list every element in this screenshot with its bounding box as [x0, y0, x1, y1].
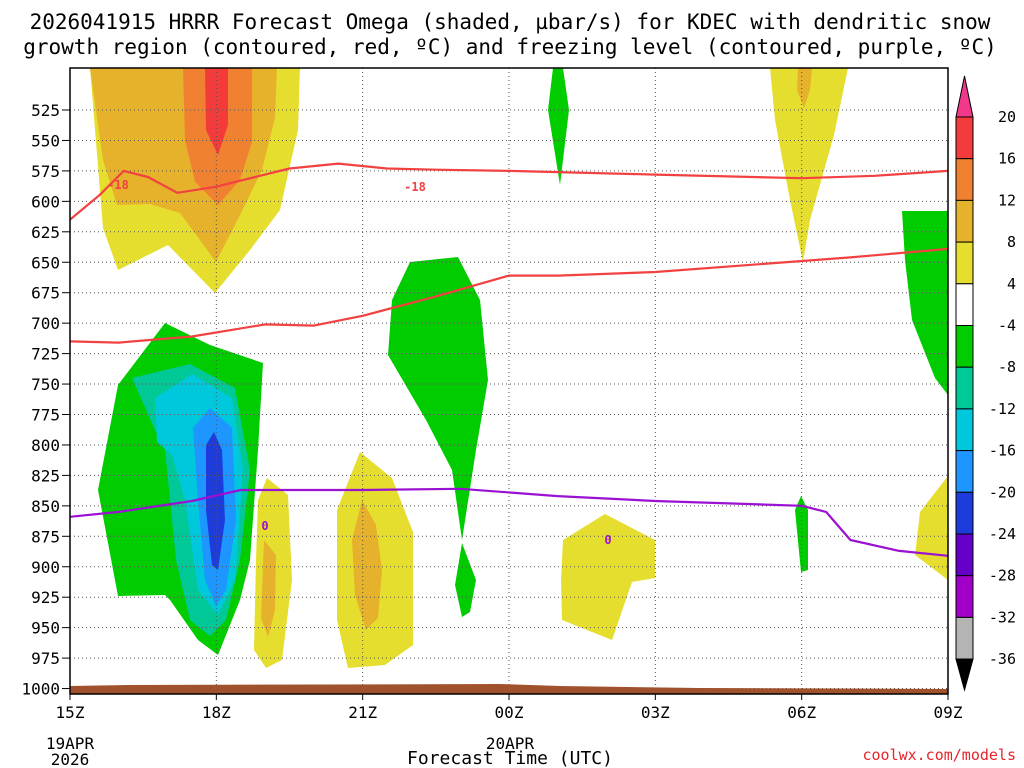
freezing-label-2: 0 [604, 533, 611, 547]
colorbar-swatch [955, 283, 974, 326]
watermark: coolwx.com/models [862, 746, 1016, 764]
colorbar-arrow-bottom [955, 658, 974, 692]
omega-region [206, 432, 225, 570]
y-tick-label: 875 [31, 527, 60, 546]
x-sub-year: 2026 [51, 750, 90, 768]
x-sub-date2: 20APR [486, 734, 535, 753]
colorbar-swatch [955, 408, 974, 452]
y-tick-label: 575 [31, 162, 60, 181]
y-tick-label: 775 [31, 406, 60, 425]
y-tick-label: 625 [31, 223, 60, 242]
colorbar-label: -36 [989, 650, 1016, 668]
omega-region [915, 476, 948, 580]
colorbar: 20 16 12 8 4 -4 -8 -12 -16 -20 -24 -28 -32 -36 [955, 75, 1016, 692]
y-tick-label: 800 [31, 436, 60, 455]
omega-region [261, 540, 276, 637]
colorbar-swatch [955, 325, 974, 368]
dgz-label-2: -18 [404, 180, 426, 194]
chart-title-line1: 2026041915 HRRR Forecast Omega (shaded, … [30, 10, 991, 34]
omega-region [388, 257, 488, 540]
colorbar-swatch [955, 366, 974, 410]
y-tick-label: 675 [31, 284, 60, 303]
omega-region [770, 68, 848, 262]
y-tick-label: 600 [31, 192, 60, 211]
dgz-label-1: -18 [107, 178, 129, 192]
x-tick-label: 21Z [348, 703, 377, 722]
omega-region [205, 68, 228, 155]
y-tick-label: 825 [31, 466, 60, 485]
x-tick-label: 15Z [56, 703, 85, 722]
y-tick-label: 950 [31, 619, 60, 638]
colorbar-label: -4 [998, 317, 1016, 335]
grid [70, 68, 948, 694]
colorbar-swatch [955, 491, 974, 535]
colorbar-label: -32 [989, 608, 1016, 626]
contour-dgz_upper_-18C [69, 162, 949, 221]
colorbar-swatch [955, 199, 974, 243]
colorbar-label: -24 [989, 525, 1016, 543]
chart-title-line2: growth region (contoured, red, ºC) and f… [23, 35, 997, 59]
y-tick-label: 750 [31, 375, 60, 394]
omega-region [795, 496, 808, 572]
colorbar-label: -28 [989, 567, 1016, 585]
colorbar-swatch [955, 450, 974, 493]
omega-shading [90, 68, 948, 668]
colorbar-arrow-top [955, 75, 974, 118]
x-tick-label: 03Z [641, 703, 670, 722]
x-tick-label: 00Z [495, 703, 524, 722]
colorbar-label: -16 [989, 442, 1016, 460]
contour-lines [69, 162, 949, 557]
y-tick-label: 725 [31, 345, 60, 364]
colorbar-swatch [955, 158, 974, 201]
colorbar-label: -20 [989, 483, 1016, 501]
colorbar-swatch [955, 616, 974, 660]
x-sub-date1: 19APR [46, 734, 95, 753]
colorbar-swatch [955, 116, 974, 160]
colorbar-label: 4 [1007, 275, 1016, 293]
y-tick-label: 850 [31, 497, 60, 516]
colorbar-swatch [955, 533, 974, 577]
omega-region [797, 68, 812, 108]
y-tick-label: 525 [31, 101, 60, 120]
y-tick-label: 550 [31, 131, 60, 150]
colorbar-label: 12 [998, 191, 1016, 209]
y-tick-label: 925 [31, 588, 60, 607]
colorbar-label: -12 [989, 400, 1016, 418]
y-tick-label: 975 [31, 649, 60, 668]
colorbar-label: 20 [998, 108, 1016, 126]
omega-region [455, 543, 476, 617]
colorbar-swatch [955, 241, 974, 285]
x-tick-label: 09Z [934, 703, 963, 722]
colorbar-label: 8 [1007, 233, 1016, 251]
x-tick-label: 18Z [202, 703, 231, 722]
y-tick-label: 900 [31, 558, 60, 577]
colorbar-label: 16 [998, 150, 1016, 168]
x-axis-label: Forecast Time (UTC) [407, 748, 613, 768]
omega-region [561, 514, 655, 640]
x-axis: 15Z 18Z 21Z 00Z 03Z 06Z 09Z [56, 694, 963, 722]
x-tick-label: 06Z [787, 703, 816, 722]
y-tick-label: 650 [31, 253, 60, 272]
colorbar-label: -8 [998, 358, 1016, 376]
y-tick-label: 700 [31, 314, 60, 333]
contour-dgz_lower_-12C [69, 247, 949, 344]
contour-freezing_level_0C [69, 487, 949, 557]
omega-region [548, 68, 569, 185]
y-axis: 525 550 575 600 625 650 675 700 725 750 775 800 825 8… [21, 101, 70, 699]
omega-region [902, 211, 948, 395]
colorbar-swatch [955, 575, 974, 618]
terrain-strip [70, 684, 948, 694]
y-tick-label: 1000 [21, 680, 60, 699]
freezing-label-1: 0 [261, 519, 268, 533]
